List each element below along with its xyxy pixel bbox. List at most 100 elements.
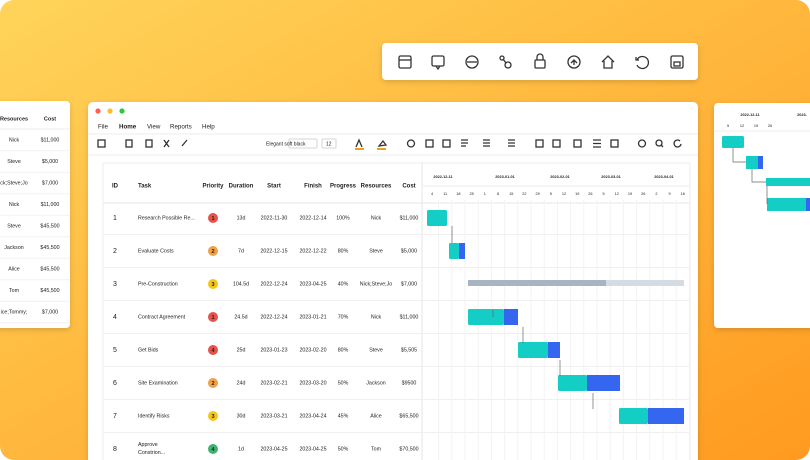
cell: $11,000 [41, 137, 60, 143]
cell: Nick [371, 314, 382, 320]
priority: 2 [211, 249, 214, 255]
cell: Get Bids [138, 347, 159, 353]
day-label: 18 [456, 192, 460, 196]
column-header: Start [267, 184, 281, 190]
day-label: 25 [469, 192, 473, 196]
gantt-bar-progress [746, 156, 758, 169]
cell: 45% [338, 413, 349, 419]
cell: Contract Agreement [138, 314, 186, 320]
cell: 2023-04-24 [299, 413, 326, 419]
priority: 2 [211, 381, 214, 387]
column-header: Resources [0, 116, 28, 122]
font-select: Elegant soft black [266, 141, 306, 147]
cell: $5,505 [401, 347, 417, 353]
cell: 80% [338, 347, 349, 353]
row-id: 3 [113, 281, 117, 288]
day-label: 12 [615, 192, 619, 196]
cell: Nick [371, 215, 382, 221]
cell: 80% [338, 248, 349, 254]
cell: Pre-Construction [138, 281, 178, 287]
priority: 1 [211, 216, 214, 222]
priority: 1 [211, 315, 214, 321]
gantt-bar-remaining [648, 408, 684, 424]
month-label: 2022-12-11 [433, 175, 452, 179]
summary-bar-progress [468, 280, 606, 286]
cell: Jackson [366, 380, 385, 386]
day-label: 19 [575, 192, 579, 196]
cell: 2023-02-21 [260, 380, 287, 386]
cell: $5,000 [42, 159, 58, 165]
day-label: 1 [484, 192, 486, 196]
cell: 2023-04-25 [260, 446, 287, 452]
column-header: Cost [402, 184, 415, 190]
row-id: 1 [113, 215, 117, 222]
cell: 2023-04-25 [299, 446, 326, 452]
menu-item: Reports [170, 124, 192, 131]
gantt-bar-progress [449, 243, 459, 259]
task-line: Approve [138, 442, 158, 448]
column-header: ID [112, 184, 119, 190]
day-label: 15 [509, 192, 513, 196]
day-label: 2 [655, 192, 657, 196]
gantt-bar-remaining [459, 243, 465, 259]
cell: $11,000 [41, 202, 60, 208]
gantt-bar-progress [518, 342, 548, 358]
column-header: Task [138, 184, 152, 190]
toolbar-icons[interactable] [398, 53, 684, 71]
cell: 2023-03-21 [260, 413, 287, 419]
cell: 70% [338, 314, 349, 320]
cell: $70,500 [399, 446, 418, 452]
left-card: Resources Cost Nick $11,000 Steve $5,000 ck;St… [0, 101, 70, 328]
column-header: Progress [330, 184, 357, 190]
cell: 2022-11-30 [261, 215, 288, 221]
day-label: 11 [443, 192, 447, 196]
month-label: 2023-03-01 [601, 175, 620, 179]
day-label: 16 [681, 192, 685, 196]
cell: 24d [237, 380, 246, 386]
gantt-bar-progress [722, 136, 744, 148]
day-label: 26 [641, 192, 645, 196]
day-label: 5 [550, 192, 552, 196]
cell: 2022-12-15 [260, 248, 287, 254]
cell: 2022-12-14 [299, 215, 326, 221]
gantt-bar-progress [468, 309, 504, 325]
ribbon-icons[interactable] [97, 138, 682, 150]
day-label: 19 [754, 124, 758, 128]
day-label: 26 [768, 124, 772, 128]
cell: Nick;Steve;Jo [360, 281, 392, 287]
task-name: Approve Constrion... [138, 442, 165, 456]
day-label: 19 [628, 192, 632, 196]
day-label: 12 [562, 192, 566, 196]
day-label: 22 [522, 192, 526, 196]
font-size-select: 12 [326, 141, 332, 147]
cell: Evaluate Costs [138, 248, 174, 254]
gantt-bar-remaining [548, 342, 560, 358]
month-label: 2023-04-01 [654, 175, 673, 179]
cell: Nick [9, 137, 20, 143]
cell: 24.5d [234, 314, 247, 320]
menu-item: Home [119, 124, 137, 131]
day-label: 9 [669, 192, 671, 196]
day-label: 5 [727, 124, 729, 128]
menu-item: Help [202, 124, 215, 131]
cell: 2022-12-24 [260, 281, 287, 287]
gantt-bar-progress [767, 198, 806, 211]
day-label: 12 [740, 124, 744, 128]
priority-badge [208, 246, 218, 256]
summary-bar [766, 178, 810, 186]
day-label: 29 [535, 192, 539, 196]
priority: 4 [211, 348, 215, 354]
day-label: 8 [497, 192, 499, 196]
priority-badge [208, 345, 218, 355]
row-id: 5 [113, 347, 117, 354]
cell: 100% [336, 215, 350, 221]
day-label: 26 [588, 192, 592, 196]
cell: Alice [370, 413, 382, 419]
cell: Nick [9, 202, 20, 208]
gantt-bar-remaining [758, 156, 763, 169]
main-window: File Home View Reports Help Elegant soft blac… [88, 102, 698, 460]
cell: Alice [8, 266, 20, 272]
cell: 13d [237, 215, 246, 221]
cell: 30d [237, 413, 246, 419]
cell: 104.5d [233, 281, 249, 287]
